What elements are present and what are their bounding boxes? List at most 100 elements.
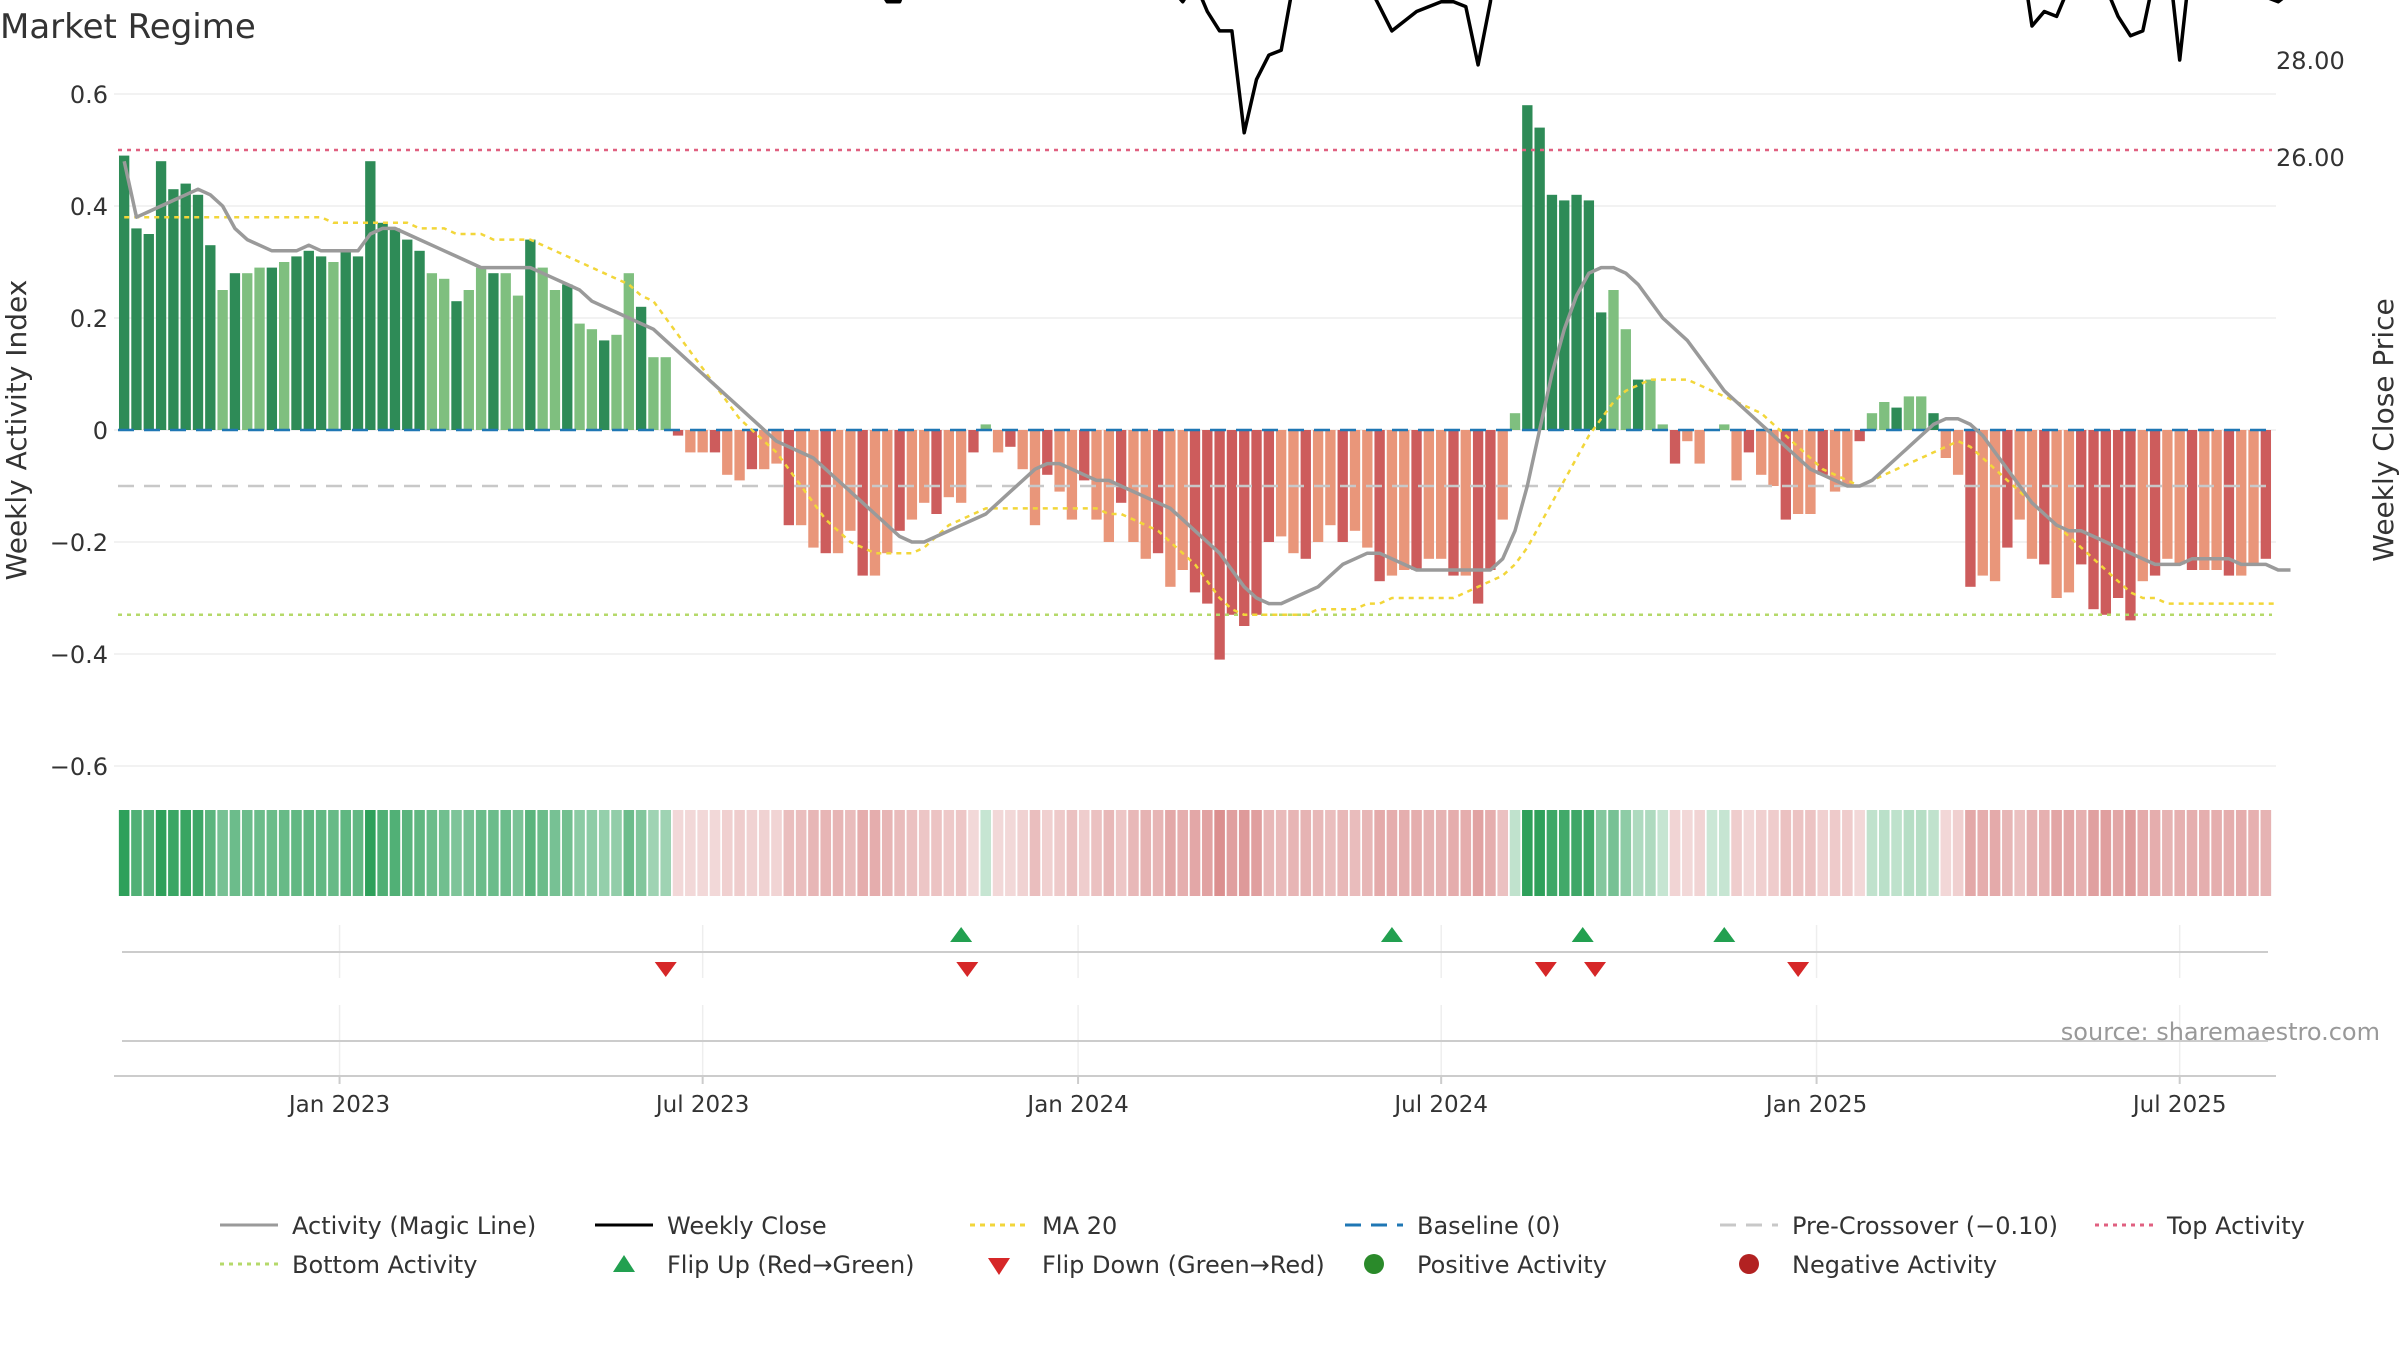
regime-cell [2026,810,2038,896]
regime-cell [389,810,401,896]
activity-bar [906,430,918,520]
left-tick-label: 0 [93,417,108,445]
activity-bar [2211,430,2222,570]
series-lines [118,0,2291,617]
activity-bar [882,430,893,554]
regime-cell [1337,810,1348,896]
regime-cell [278,810,290,896]
activity-bar [992,430,1004,453]
flip-down-marker [1584,962,1607,977]
regime-cell [734,810,745,896]
regime-cell [2162,810,2173,896]
regime-strip [118,810,2272,896]
activity-bar [2002,430,2013,548]
activity-bar [2174,430,2185,565]
regime-cell [869,810,881,896]
activity-bar [1522,105,1533,430]
legend-label: Pre-Crossover (−0.10) [1792,1212,2058,1240]
activity-bar [217,290,228,430]
regime-cell [549,810,561,896]
activity-bar [451,301,462,430]
regime-cell [180,810,191,896]
activity-bar [2260,430,2272,559]
regime-cell [1854,810,1865,896]
activity-bar [1239,430,1250,626]
regime-cell [414,810,425,896]
regime-cell [709,810,721,896]
activity-bar [1411,430,1422,570]
regime-cell [1829,810,1841,896]
regime-cell [1411,810,1422,896]
activity-bar [1682,430,1693,442]
activity-bar [1436,430,1447,559]
regime-cell [2248,810,2259,896]
activity-bar [1546,194,1558,430]
x-tick-label: Jan 2023 [287,1092,390,1118]
regime-cell [1128,810,1139,896]
activity-bar [1965,430,1976,587]
activity-bar [1152,430,1164,554]
activity-bar [1854,430,1865,442]
regime-cell [918,810,930,896]
activity-bar [746,430,758,470]
activity-bar [1288,430,1299,554]
activity-bar [1940,430,1951,458]
legend-label: Baseline (0) [1417,1212,1560,1240]
regime-cell [1965,810,1976,896]
activity-bar [352,256,364,430]
flip-down-marker [1787,962,1810,977]
activity-bar [525,239,536,430]
regime-cell [881,810,893,896]
regime-cell [426,810,438,896]
regime-cell [1029,810,1041,896]
activity-bar [463,290,474,430]
regime-cell [1263,810,1275,896]
legend-swatch [613,1255,635,1272]
regime-cell [205,810,216,896]
regime-cell [721,810,733,896]
activity-bar [894,430,905,531]
regime-cell [1534,810,1545,896]
legend-swatch [988,1258,1010,1275]
regime-cell [968,810,979,896]
legend-label: Bottom Activity [292,1251,477,1279]
regime-cell [1952,810,1964,896]
regime-cell [303,810,315,896]
regime-cell [1891,810,1902,896]
activity-bar [1829,430,1841,492]
regime-cell [1620,810,1632,896]
activity-bar [759,430,770,470]
regime-cell [623,810,635,896]
activity-bar [869,430,881,576]
activity-bar [1608,290,1619,430]
regime-cell [1805,810,1816,896]
left-tick-label: −0.6 [50,753,108,781]
activity-bar [1017,430,1028,470]
regime-cell [832,810,844,896]
activity-bar [537,267,548,430]
regime-cell [1595,810,1607,896]
regime-cell [783,810,795,896]
regime-cell [1928,810,1939,896]
regime-cell [586,810,598,896]
activity-bar [1226,430,1238,615]
legend-label: Negative Activity [1792,1251,1997,1279]
regime-cell [1497,810,1509,896]
x-tick-label: Jul 2025 [2131,1092,2227,1118]
activity-bar [131,228,142,430]
x-axis: Jan 2023 Jul 2023 Jan 2024 Jul 2024 Jan 2025… [114,1075,2276,1118]
activity-bar [672,430,684,436]
legend-label: Flip Down (Green→Red) [1042,1251,1325,1279]
regime-cell [2014,810,2025,896]
regime-cell [2075,810,2087,896]
regime-cell [168,810,179,896]
regime-cell [2063,810,2075,896]
activity-bar [1460,430,1471,576]
activity-bar [1349,430,1361,531]
activity-bar [1251,430,1262,615]
activity-bar [1596,312,1607,430]
regime-cell [1202,810,1213,896]
activity-bar [389,228,401,430]
activity-bar [2223,430,2235,576]
activity-bar [2112,430,2124,598]
